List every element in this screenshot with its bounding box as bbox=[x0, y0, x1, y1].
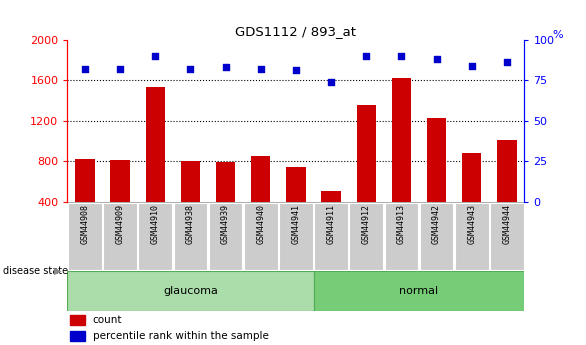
Text: ▶: ▶ bbox=[54, 266, 62, 276]
Bar bbox=[420, 203, 454, 270]
Text: disease state: disease state bbox=[3, 266, 68, 276]
Point bbox=[432, 56, 441, 62]
Text: normal: normal bbox=[400, 286, 438, 296]
Bar bbox=[462, 153, 482, 202]
Bar bbox=[391, 78, 411, 202]
Bar bbox=[286, 167, 306, 202]
Text: GSM44940: GSM44940 bbox=[256, 204, 265, 244]
Title: GDS1112 / 893_at: GDS1112 / 893_at bbox=[236, 26, 356, 39]
Bar bbox=[322, 191, 341, 202]
Point bbox=[467, 63, 476, 68]
Bar bbox=[70, 315, 85, 325]
Bar bbox=[497, 140, 517, 202]
Text: GSM44912: GSM44912 bbox=[362, 204, 371, 244]
Text: GSM44942: GSM44942 bbox=[432, 204, 441, 244]
Bar bbox=[314, 271, 524, 310]
Bar bbox=[251, 156, 271, 202]
Point bbox=[362, 53, 371, 59]
Point bbox=[256, 66, 265, 72]
Text: GSM44910: GSM44910 bbox=[151, 204, 160, 244]
Point bbox=[186, 66, 195, 72]
Bar bbox=[110, 160, 130, 202]
Bar bbox=[490, 203, 524, 270]
Point bbox=[80, 66, 90, 72]
Point bbox=[397, 53, 406, 59]
Bar bbox=[146, 87, 165, 202]
Bar bbox=[180, 161, 200, 202]
Text: GSM44909: GSM44909 bbox=[115, 204, 125, 244]
Point bbox=[291, 68, 301, 73]
Point bbox=[326, 79, 336, 85]
Bar bbox=[314, 203, 348, 270]
Bar bbox=[427, 118, 447, 202]
Point bbox=[502, 60, 512, 65]
Bar bbox=[138, 203, 172, 270]
Bar bbox=[103, 203, 137, 270]
Point bbox=[151, 53, 160, 59]
Bar bbox=[455, 203, 489, 270]
Text: GSM44939: GSM44939 bbox=[221, 204, 230, 244]
Bar bbox=[68, 203, 102, 270]
Bar bbox=[279, 203, 313, 270]
Bar bbox=[173, 203, 207, 270]
Bar bbox=[244, 203, 278, 270]
Bar bbox=[384, 203, 418, 270]
Text: GSM44944: GSM44944 bbox=[502, 204, 512, 244]
Text: GSM44943: GSM44943 bbox=[467, 204, 476, 244]
Point bbox=[115, 66, 125, 72]
Text: percentile rank within the sample: percentile rank within the sample bbox=[93, 331, 268, 341]
Bar bbox=[67, 271, 314, 310]
Point bbox=[221, 65, 230, 70]
Bar bbox=[216, 162, 236, 202]
Text: %: % bbox=[552, 30, 563, 40]
Bar bbox=[349, 203, 383, 270]
Text: GSM44908: GSM44908 bbox=[80, 204, 90, 244]
Text: GSM44911: GSM44911 bbox=[326, 204, 336, 244]
Text: GSM44913: GSM44913 bbox=[397, 204, 406, 244]
Text: count: count bbox=[93, 315, 122, 325]
Bar bbox=[356, 105, 376, 202]
Text: GSM44938: GSM44938 bbox=[186, 204, 195, 244]
Text: GSM44941: GSM44941 bbox=[291, 204, 301, 244]
Bar bbox=[209, 203, 243, 270]
Bar bbox=[70, 331, 85, 341]
Bar bbox=[75, 159, 95, 202]
Text: glaucoma: glaucoma bbox=[163, 286, 218, 296]
